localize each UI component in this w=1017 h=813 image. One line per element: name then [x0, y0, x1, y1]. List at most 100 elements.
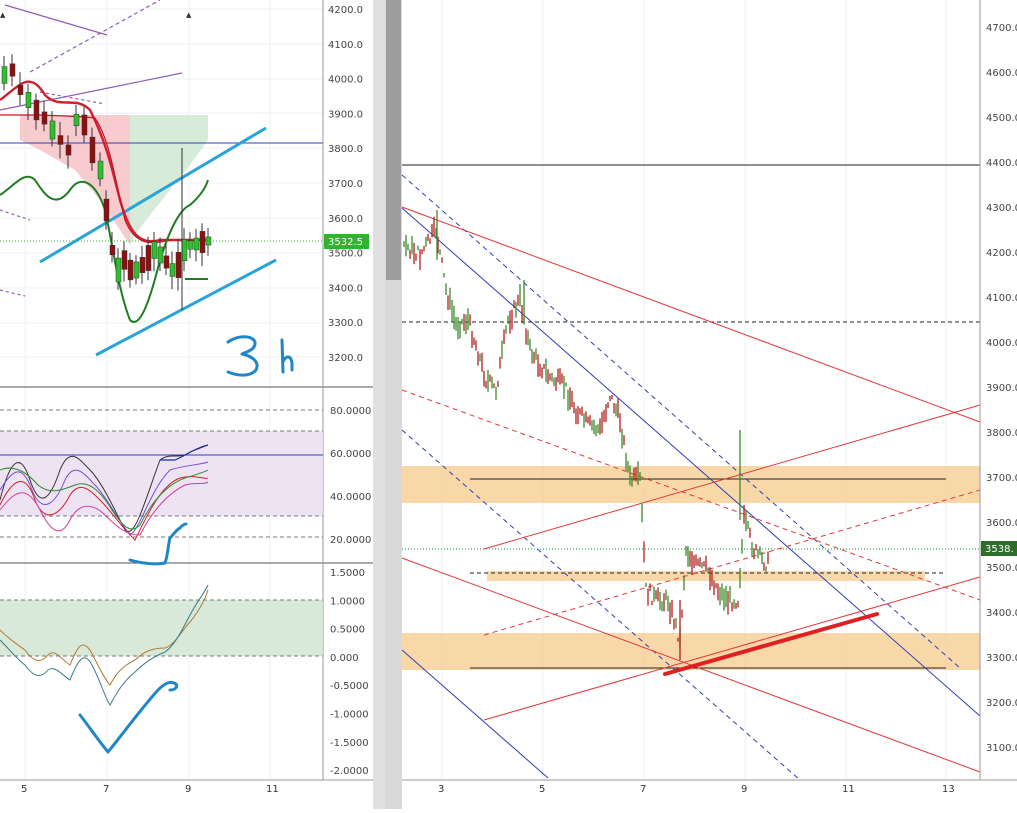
- support-zone[interactable]: [402, 633, 980, 670]
- pane-splitter[interactable]: [373, 0, 385, 809]
- time-tick-label: 9: [741, 784, 747, 795]
- handwritten-checkmark[interactable]: [78, 680, 179, 754]
- stoch-band: [0, 431, 323, 516]
- price-tick-label: 3600.0: [328, 214, 363, 225]
- price-tick-label: 3700.0: [986, 473, 1017, 484]
- candle-body: [205, 236, 212, 246]
- candle-body: [65, 144, 72, 156]
- left-osc-axis[interactable]: 1.5000 1.0000 0.5000 0.000 -0.5000 -1.0000 -1.…: [330, 568, 369, 777]
- candle-body: [133, 261, 140, 279]
- marker-arrow-icon: ▲: [0, 11, 6, 19]
- resistance-zone[interactable]: [402, 466, 980, 503]
- osc-lines: [0, 584, 209, 706]
- price-tick-label: 3400.0: [986, 608, 1017, 619]
- small-zone[interactable]: [487, 571, 925, 581]
- osc-tick-label: 1.5000: [330, 568, 365, 579]
- candle-body: [57, 135, 64, 145]
- left-candles[interactable]: [1, 54, 212, 310]
- candle-body: [49, 120, 56, 140]
- price-tick-label: 3800.0: [986, 428, 1017, 439]
- candle-body: [139, 257, 146, 273]
- stoch-levels: [0, 409, 323, 538]
- cloud-bull-area: [130, 115, 208, 245]
- price-tick-label: 3600.0: [986, 518, 1017, 529]
- left-last-price: 3532.5: [328, 237, 363, 248]
- candle-body: [151, 241, 158, 259]
- candle-body: [121, 250, 128, 270]
- osc-tick-label: -0.5000: [330, 681, 369, 692]
- price-tick-label: 4300.0: [986, 203, 1017, 214]
- scrollbar-thumb[interactable]: [386, 0, 401, 280]
- right-price-axis[interactable]: 4700.0 4600.0 4500.0 4400.0 4300.0 4200.0 4100…: [986, 23, 1017, 754]
- right-time-axis[interactable]: 3 5 7 9 11 13: [438, 784, 955, 795]
- price-tick-label: 3900.0: [328, 109, 363, 120]
- channel-lower-line[interactable]: [95, 258, 277, 357]
- price-tick-label: 4200.0: [986, 248, 1017, 259]
- candle-body: [25, 92, 32, 108]
- time-tick-label: 9: [185, 784, 191, 795]
- candle-body: [97, 160, 104, 180]
- price-tick-label: 3900.0: [986, 383, 1017, 394]
- stoch-lines: [0, 444, 209, 541]
- candle-body: [89, 136, 96, 164]
- stoch-tick-label: 60.0000: [330, 449, 371, 460]
- stoch-tick-label: 20.0000: [330, 535, 371, 546]
- price-tick-label: 4100.0: [328, 40, 363, 51]
- price-tick-label: 4200.0: [328, 5, 363, 16]
- price-tick-label: 4700.0: [986, 23, 1017, 34]
- kijun-line: [0, 114, 171, 244]
- handwritten-hook[interactable]: [128, 522, 188, 566]
- candle-body: [157, 246, 164, 264]
- red-trend-lines[interactable]: [401, 206, 981, 773]
- candle-body: [41, 111, 48, 125]
- price-tick-label: 3200.0: [986, 698, 1017, 709]
- right-last-price-tag: [981, 541, 1017, 556]
- stoch-tick-label: 80.0000: [330, 406, 371, 417]
- candle-body: [163, 255, 170, 269]
- candle-body: [181, 239, 188, 261]
- time-tick-label: 3: [438, 784, 444, 795]
- osc-tick-label: 1.0000: [330, 596, 365, 607]
- candle-body: [1, 66, 8, 84]
- candle-body: [145, 245, 152, 271]
- price-tick-label: 3500.0: [328, 249, 363, 260]
- time-tick-label: 5: [539, 784, 545, 795]
- right-candles[interactable]: [403, 210, 769, 660]
- time-tick-label: 11: [266, 784, 279, 795]
- stoch-tick-label: 40.0000: [330, 492, 371, 503]
- candle-body: [199, 231, 206, 253]
- left-stoch-axis[interactable]: 80.0000 60.0000 40.0000 20.0000: [330, 406, 371, 546]
- osc-tick-label: -2.0000: [330, 766, 369, 777]
- left-price-axis[interactable]: 4200.0 4100.0 4000.0 3900.0 3800.0 3700.0 3600…: [328, 5, 363, 364]
- osc-levels: [0, 599, 323, 657]
- marker-arrow-icon: ▲: [186, 11, 192, 19]
- candle-body: [103, 198, 110, 222]
- candle-body: [127, 259, 134, 281]
- candle-body: [109, 245, 116, 255]
- time-tick-label: 7: [103, 784, 109, 795]
- candle-body: [9, 63, 16, 77]
- price-tick-label: 3100.0: [986, 743, 1017, 754]
- price-tick-label: 3200.0: [328, 353, 363, 364]
- left-chart-panel[interactable]: ▲ ▲ 3h: [0, 0, 373, 809]
- price-tick-label: 3500.0: [986, 563, 1017, 574]
- osc-tick-label: -1.5000: [330, 738, 369, 749]
- handwritten-annotation[interactable]: [226, 335, 294, 377]
- right-chart-panel[interactable]: 4700.0 4600.0 4500.0 4400.0 4300.0 4200.0 4100…: [401, 0, 1017, 809]
- channel-upper-line[interactable]: [39, 126, 267, 264]
- price-tick-label: 3800.0: [328, 144, 363, 155]
- candle-body: [73, 114, 80, 126]
- candle-body: [187, 240, 194, 250]
- time-tick-label: 5: [21, 784, 27, 795]
- candle-body: [175, 252, 182, 278]
- blue-trend-lines[interactable]: [401, 174, 981, 781]
- left-time-axis[interactable]: 5 7 9 11: [21, 784, 279, 795]
- osc-band: [0, 600, 323, 656]
- left-last-price-tag: [324, 234, 369, 249]
- right-last-price: 3538.: [985, 544, 1014, 555]
- price-tick-label: 4600.0: [986, 68, 1017, 79]
- price-tick-label: 4400.0: [986, 158, 1017, 169]
- support-trendline-thick[interactable]: [663, 612, 879, 676]
- price-tick-label: 4000.0: [986, 338, 1017, 349]
